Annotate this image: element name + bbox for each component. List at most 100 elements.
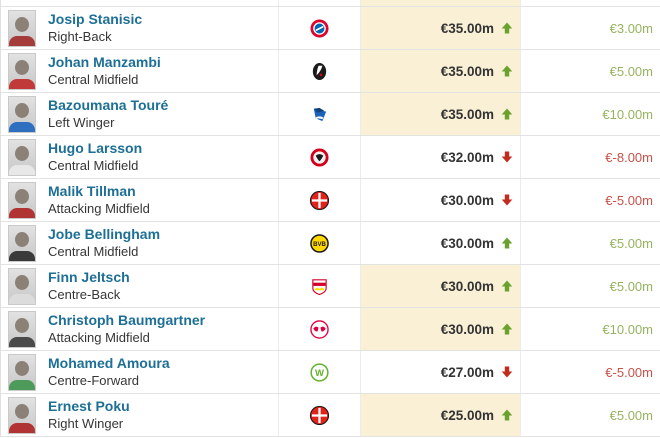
club-cell <box>278 265 361 307</box>
player-info: Malik Tillman Attacking Midfield <box>48 183 150 216</box>
player-info: Hugo Larsson Central Midfield <box>48 140 142 173</box>
player-row: Bazoumana Touré Left Winger €35.00m €10.… <box>1 93 660 136</box>
player-photo[interactable] <box>8 181 36 219</box>
club-cell <box>278 93 361 135</box>
player-position: Central Midfield <box>48 243 139 259</box>
player-photo[interactable] <box>8 95 36 133</box>
value-change: €3.00m <box>609 20 653 36</box>
player-photo[interactable] <box>8 138 36 176</box>
market-value-cell: €25.00m <box>361 394 521 436</box>
player-row: Malik Tillman Attacking Midfield €30.00m… <box>1 179 660 222</box>
player-photo[interactable] <box>8 396 36 434</box>
photo-silhouette <box>15 102 29 118</box>
eintracht-frankfurt-badge-icon[interactable] <box>310 147 329 167</box>
player-photo[interactable] <box>8 9 36 47</box>
trend-down-icon <box>501 151 513 163</box>
sc-freiburg-badge-icon[interactable] <box>310 62 329 81</box>
player-position: Central Midfield <box>48 71 139 87</box>
market-value-change-cell: €10.00m <box>521 308 660 350</box>
player-photo[interactable] <box>8 224 36 262</box>
market-value-cell <box>361 0 521 6</box>
trend-up-icon <box>501 108 513 120</box>
borussia-dortmund-badge-icon[interactable]: BVB <box>310 233 329 253</box>
club-cell: BVB <box>278 222 361 264</box>
player-cell <box>1 0 278 6</box>
value-change: €10.00m <box>602 321 653 337</box>
player-info: Josip Stanisic Right-Back <box>48 11 142 44</box>
value-change: €5.00m <box>609 235 653 251</box>
rb-leipzig-badge-icon[interactable] <box>310 319 329 339</box>
bayer-leverkusen-badge-icon[interactable] <box>310 190 329 210</box>
vfb-stuttgart-badge-icon[interactable] <box>310 277 329 296</box>
player-name-link[interactable]: Josip Stanisic <box>48 11 143 28</box>
player-position: Left Winger <box>48 114 115 130</box>
trend-up-icon <box>501 280 513 292</box>
player-photo[interactable] <box>8 310 36 348</box>
player-photo[interactable] <box>8 52 36 90</box>
market-value: €27.00m <box>440 364 494 380</box>
vfl-wolfsburg-badge-icon[interactable]: W <box>310 362 329 382</box>
club-cell <box>278 50 361 92</box>
market-value-change-cell: €-5.00m <box>521 179 660 221</box>
player-row: Josip Stanisic Right-Back €35.00m €3.00m <box>1 7 660 50</box>
photo-silhouette <box>15 317 29 333</box>
tsg-hoffenheim-badge-icon[interactable] <box>310 105 329 124</box>
player-name-link[interactable]: Bazoumana Touré <box>48 97 169 114</box>
club-cell <box>278 7 361 49</box>
photo-shirt <box>9 250 35 261</box>
player-row: Jobe Bellingham Central Midfield BVB €30… <box>1 222 660 265</box>
club-cell <box>278 308 361 350</box>
player-position: Right Winger <box>48 415 124 431</box>
market-value-change-cell: €-5.00m <box>521 351 660 393</box>
player-position: Centre-Forward <box>48 372 140 388</box>
previous-row-partial <box>1 0 660 7</box>
market-value: €30.00m <box>440 235 494 251</box>
market-value-change-cell <box>521 0 660 6</box>
player-row: Hugo Larsson Central Midfield €32.00m €-… <box>1 136 660 179</box>
photo-shirt <box>9 78 35 89</box>
value-change: €10.00m <box>602 106 653 122</box>
value-change: €-5.00m <box>605 364 653 380</box>
club-cell: W <box>278 351 361 393</box>
market-value-cell: €35.00m <box>361 7 521 49</box>
player-row: Christoph Baumgartner Attacking Midfield… <box>1 308 660 351</box>
player-position: Central Midfield <box>48 157 139 173</box>
player-photo[interactable] <box>8 353 36 391</box>
photo-shirt <box>9 336 35 347</box>
player-cell: Josip Stanisic Right-Back <box>1 7 278 49</box>
photo-silhouette <box>15 16 29 32</box>
player-name-link[interactable]: Jobe Bellingham <box>48 226 161 243</box>
player-name-link[interactable]: Mohamed Amoura <box>48 355 170 372</box>
player-name-link[interactable]: Johan Manzambi <box>48 54 161 71</box>
photo-silhouette <box>15 231 29 247</box>
trend-down-icon <box>501 366 513 378</box>
photo-silhouette <box>15 274 29 290</box>
market-value-change-cell: €5.00m <box>521 50 660 92</box>
trend-up-icon <box>501 65 513 77</box>
photo-shirt <box>9 422 35 433</box>
player-row: Mohamed Amoura Centre-Forward W €27.00m … <box>1 351 660 394</box>
player-info: Johan Manzambi Central Midfield <box>48 54 161 87</box>
player-name-link[interactable]: Hugo Larsson <box>48 140 143 157</box>
player-info: Ernest Poku Right Winger <box>48 398 130 431</box>
player-cell: Jobe Bellingham Central Midfield <box>1 222 278 264</box>
player-name-link[interactable]: Malik Tillman <box>48 183 136 200</box>
trend-up-icon <box>501 237 513 249</box>
bayer-leverkusen-badge-icon[interactable] <box>310 405 329 425</box>
player-photo[interactable] <box>8 267 36 305</box>
market-value-cell: €30.00m <box>361 179 521 221</box>
player-name-link[interactable]: Christoph Baumgartner <box>48 312 206 329</box>
market-value: €35.00m <box>440 63 494 79</box>
player-name-link[interactable]: Ernest Poku <box>48 398 130 415</box>
value-change: €5.00m <box>609 63 653 79</box>
player-info: Jobe Bellingham Central Midfield <box>48 226 160 259</box>
bayern-munich-badge-icon[interactable] <box>310 18 329 38</box>
player-cell: Finn Jeltsch Centre-Back <box>1 265 278 307</box>
player-name-link[interactable]: Finn Jeltsch <box>48 269 130 286</box>
photo-silhouette <box>15 59 29 75</box>
value-change: €-5.00m <box>605 192 653 208</box>
market-value-cell: €27.00m <box>361 351 521 393</box>
market-value: €25.00m <box>440 407 494 423</box>
photo-silhouette <box>15 145 29 161</box>
photo-shirt <box>9 207 35 218</box>
